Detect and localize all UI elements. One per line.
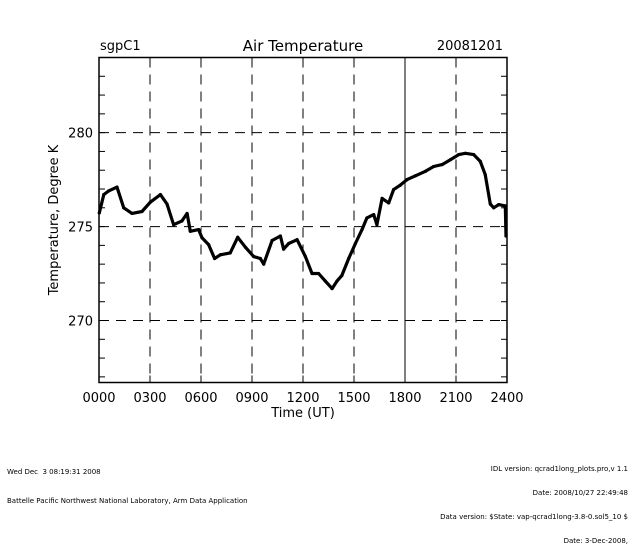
data-point — [330, 286, 334, 291]
data-point — [347, 256, 351, 261]
data-point — [353, 241, 357, 246]
x-tick-label: 1800 — [388, 391, 421, 406]
data-point — [270, 238, 274, 243]
y-tick-label: 275 — [68, 221, 93, 236]
air-temperature-chart: sgpC1 Air Temperature 20081201 0000 0300 0… — [47, 37, 524, 421]
x-tick-label: 2400 — [490, 391, 523, 406]
data-point — [102, 193, 106, 197]
plot-frame — [98, 56, 508, 384]
data-point — [180, 219, 184, 223]
data-point — [122, 206, 126, 210]
chart-title: Air Temperature — [243, 37, 363, 55]
x-tick-label: 0900 — [235, 391, 268, 406]
data-point — [317, 271, 321, 276]
data-point — [218, 253, 222, 257]
data-point — [372, 212, 376, 217]
data-point — [236, 235, 240, 239]
data-point — [278, 234, 282, 238]
data-point — [172, 223, 176, 227]
data-point — [380, 196, 384, 200]
data-point — [188, 229, 192, 233]
data-point — [228, 251, 232, 255]
data-point — [497, 202, 501, 207]
data-point — [488, 202, 492, 206]
data-point — [365, 216, 369, 220]
data-point — [387, 201, 391, 205]
footer-idl-date: Date: 2008/10/27 22:49:48 — [532, 489, 628, 497]
y-tick-label: 270 — [68, 315, 93, 330]
data-point — [185, 211, 189, 216]
y-axis-label: Temperature, Degree K — [47, 144, 62, 296]
series-group — [97, 151, 508, 291]
data-point — [158, 193, 162, 197]
x-tick-label: 0300 — [133, 391, 166, 406]
data-point — [423, 169, 427, 173]
footer-timestamp: Wed Dec 3 08:19:31 2008 — [7, 468, 101, 476]
data-point — [405, 178, 409, 182]
grid-lines — [99, 57, 507, 383]
footer-data-date: Date: 3-Dec-2008, — [563, 537, 628, 545]
data-point — [323, 279, 327, 283]
footer-data-version: Data version: $State: vap-qcrad1long-3.8… — [440, 513, 628, 521]
data-point — [492, 206, 496, 210]
data-point — [165, 202, 169, 206]
data-point — [360, 227, 364, 232]
data-point — [483, 172, 487, 177]
data-point — [258, 256, 262, 261]
data-point — [310, 271, 314, 276]
x-tick-label: 0600 — [184, 391, 217, 406]
data-point — [252, 255, 256, 259]
data-point — [398, 183, 402, 187]
footer-right: IDL version: qcrad1long_plots.pro,v 1.1 … — [440, 449, 628, 553]
x-tick-label: 1200 — [286, 391, 319, 406]
data-point — [197, 227, 201, 232]
x-axis-label: Time (UT) — [270, 406, 335, 421]
footer-idl-version: IDL version: qcrad1long_plots.pro,v 1.1 — [490, 465, 628, 473]
x-tick-label: 0000 — [82, 391, 115, 406]
x-tick-labels: 0000 0300 0600 0900 1200 1500 1800 2100 2400 — [82, 391, 523, 406]
footer-organization: Battelle Pacific Northwest National Labo… — [7, 497, 248, 505]
date-label: 20081201 — [437, 39, 503, 54]
y-tick-label: 280 — [68, 127, 93, 142]
data-point — [303, 255, 307, 259]
data-point — [503, 204, 507, 208]
data-point — [478, 159, 482, 163]
footer-left: Wed Dec 3 08:19:31 2008 Battelle Pacific… — [7, 452, 248, 513]
data-point — [282, 247, 286, 251]
data-point — [440, 162, 444, 167]
data-point — [375, 223, 379, 227]
data-point — [115, 185, 119, 189]
x-tick-label: 2100 — [439, 391, 472, 406]
data-point — [335, 279, 339, 283]
site-label: sgpC1 — [100, 39, 141, 54]
data-point — [213, 256, 217, 261]
y-tick-labels: 270 275 280 — [68, 127, 93, 330]
data-point — [432, 164, 436, 169]
data-point — [243, 245, 247, 249]
data-point — [392, 187, 396, 192]
data-point — [262, 262, 266, 266]
data-point — [448, 158, 452, 162]
data-point — [287, 241, 291, 246]
data-point — [200, 236, 204, 240]
data-point — [413, 174, 417, 178]
data-point — [472, 153, 476, 157]
data-point — [340, 273, 344, 278]
data-point — [107, 189, 111, 193]
data-point — [295, 238, 299, 242]
x-tick-label: 1500 — [337, 391, 370, 406]
data-point — [457, 153, 461, 157]
data-point — [207, 243, 211, 247]
data-point — [130, 211, 134, 216]
data-point — [140, 209, 144, 214]
data-point — [148, 200, 152, 204]
data-point — [463, 151, 467, 155]
